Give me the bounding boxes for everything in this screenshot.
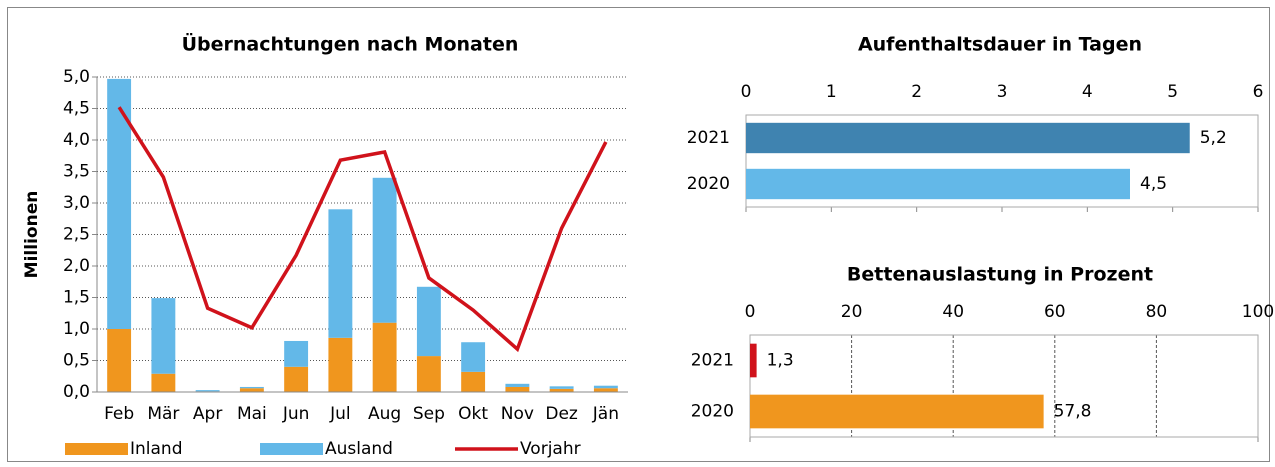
- value-label: 1,3: [767, 351, 794, 371]
- value-label: 57,8: [1054, 402, 1092, 422]
- bar-segment: [372, 177, 397, 323]
- x-tick-label: Jän: [592, 404, 619, 424]
- y-tick-label: 1,5: [63, 288, 90, 308]
- bar: [750, 343, 757, 378]
- x-tick-label: Okt: [458, 404, 488, 424]
- y-tick-label: 2020: [687, 174, 730, 194]
- y-tick-label: 2,0: [63, 256, 90, 276]
- x-tick-label: Jul: [329, 404, 351, 424]
- bar-segment: [328, 337, 353, 392]
- bar-segment: [593, 385, 618, 389]
- bar-segment: [239, 388, 264, 392]
- y-tick-label: 4,0: [63, 130, 90, 150]
- bar-segment: [549, 388, 574, 392]
- y-tick-label: 2020: [691, 402, 734, 422]
- x-tick-label: 0: [745, 302, 756, 322]
- x-tick-label: Dez: [545, 404, 578, 424]
- bar: [750, 394, 1044, 429]
- bar: [746, 122, 1190, 154]
- bar-segment: [372, 322, 397, 392]
- y-tick-label: 0,0: [63, 382, 90, 402]
- legend-swatch: [260, 443, 323, 455]
- x-tick-label: Mai: [237, 404, 267, 424]
- plot-frame: [749, 334, 1259, 438]
- x-tick-label: 5: [1167, 82, 1178, 102]
- bar-segment: [284, 340, 309, 367]
- bar-segment: [461, 342, 486, 372]
- bar-segment: [107, 78, 132, 329]
- y-tick-label: 2021: [691, 351, 734, 371]
- x-tick-label: Aug: [368, 404, 401, 424]
- plot-frame: [745, 114, 1259, 208]
- bar-segment: [593, 388, 618, 392]
- x-tick-label: 0: [741, 82, 752, 102]
- value-label: 4,5: [1140, 174, 1167, 194]
- x-tick-label: 6: [1253, 82, 1264, 102]
- x-tick-label: 80: [1146, 302, 1168, 322]
- y-axis-label: Millionen: [22, 191, 42, 279]
- bar-segment: [461, 371, 486, 392]
- x-tick-label: Jun: [282, 404, 310, 424]
- y-tick-label: 3,5: [63, 162, 90, 182]
- x-tick-label: 2: [911, 82, 922, 102]
- y-tick-label: 3,0: [63, 193, 90, 213]
- frame: [7, 7, 1270, 462]
- x-tick-label: 1: [826, 82, 837, 102]
- chart-title: Übernachtungen nach Monaten: [182, 32, 519, 56]
- y-tick-label: 2021: [687, 128, 730, 148]
- y-tick-label: 2,5: [63, 225, 90, 245]
- legend-label: Ausland: [325, 439, 393, 459]
- x-tick-label: Sep: [413, 404, 445, 424]
- x-tick-label: Nov: [501, 404, 534, 424]
- bar-segment: [195, 390, 220, 392]
- line-series: [117, 106, 608, 353]
- bar-segment: [239, 386, 264, 389]
- x-tick-label: 100: [1242, 302, 1274, 322]
- bar-segment: [416, 286, 441, 357]
- value-label: 5,2: [1200, 128, 1227, 148]
- y-tick-label: 0,5: [63, 351, 90, 371]
- bar-segment: [151, 298, 176, 374]
- x-tick-label: Mär: [147, 404, 179, 424]
- x-tick-label: 60: [1044, 302, 1066, 322]
- bar-segment: [416, 356, 441, 392]
- bar-segment: [151, 373, 176, 392]
- bar-segment: [549, 386, 574, 389]
- bar-segment: [284, 366, 309, 392]
- bar-segment: [505, 383, 530, 387]
- legend-label: Vorjahr: [520, 439, 581, 459]
- y-tick-label: 1,0: [63, 319, 90, 339]
- x-tick-label: Apr: [193, 404, 222, 424]
- legend-label: Inland: [130, 439, 183, 459]
- y-tick-label: 4,5: [63, 99, 90, 119]
- x-tick-label: Feb: [104, 404, 134, 424]
- bar-segment: [505, 386, 530, 392]
- legend-swatch: [65, 443, 128, 455]
- y-tick-label: 5,0: [63, 67, 90, 87]
- x-tick-label: 3: [997, 82, 1008, 102]
- chart-title: Aufenthaltsdauer in Tagen: [858, 34, 1142, 56]
- x-tick-label: 40: [942, 302, 964, 322]
- bar-segment: [107, 329, 132, 392]
- bar: [746, 168, 1130, 200]
- chart-title: Bettenauslastung in Prozent: [847, 264, 1153, 286]
- x-tick-label: 4: [1082, 82, 1093, 102]
- bar-segment: [328, 209, 353, 338]
- x-tick-label: 20: [841, 302, 863, 322]
